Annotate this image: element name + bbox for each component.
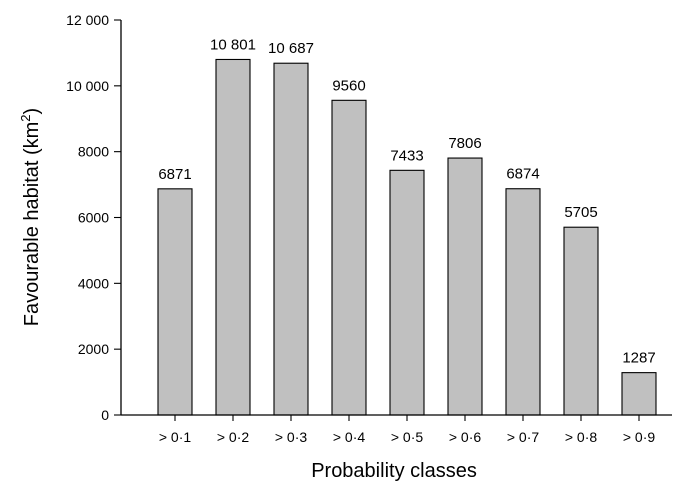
bar-1 xyxy=(157,188,193,416)
y-tick-label-6: 10 000 xyxy=(66,78,109,94)
bar-6 xyxy=(447,157,483,416)
bar-value-label-1: 6871 xyxy=(158,166,191,183)
y-tick-label-4: 6000 xyxy=(78,210,109,226)
bar-value-label-9: 1287 xyxy=(622,350,655,367)
x-tick-label-5: > 0·5 xyxy=(391,429,424,445)
x-tick-label-7: > 0·7 xyxy=(507,429,540,445)
bar-2 xyxy=(215,58,251,416)
bars-group xyxy=(157,58,657,416)
y-tick-label-1: 0 xyxy=(101,407,109,423)
x-tick-label-8: > 0·8 xyxy=(565,429,598,445)
y-tick-label-2: 2000 xyxy=(78,341,109,357)
x-tick-label-2: > 0·2 xyxy=(217,429,250,445)
bar-value-label-3: 10 687 xyxy=(268,40,314,57)
x-tick-label-1: > 0·1 xyxy=(159,429,192,445)
y-axis-title-main: Favourable habitat (km xyxy=(21,122,43,327)
bar-5 xyxy=(389,169,425,416)
x-tick-label-3: > 0·3 xyxy=(275,429,308,445)
x-tick-label-6: > 0·6 xyxy=(449,429,482,445)
bar-value-label-4: 9560 xyxy=(332,77,365,94)
data-labels-group: 6871 10 801 10 687 9560 7433 7806 6874 5705 1287 xyxy=(158,36,655,366)
bar-3 xyxy=(273,62,309,416)
x-axis-ticks: > 0·1 > 0·2 > 0·3 > 0·4 > 0·5 > 0·6 > 0·7 > 0·8… xyxy=(159,415,656,445)
x-axis-title: Probability classes xyxy=(311,460,477,482)
bar-value-label-2: 10 801 xyxy=(210,36,256,53)
bar-value-label-6: 7806 xyxy=(448,135,481,152)
y-axis-ticks: 0 2000 4000 6000 8000 10 000 12 000 xyxy=(66,12,121,423)
y-tick-label-5: 8000 xyxy=(78,144,109,160)
bar-4 xyxy=(331,99,367,416)
bar-value-label-5: 7433 xyxy=(390,147,423,164)
bar-value-label-8: 5705 xyxy=(564,204,597,221)
bar-value-label-7: 6874 xyxy=(506,166,539,183)
y-axis-title: Favourable habitat (km2) xyxy=(18,108,43,326)
y-axis-title-superscript: 2 xyxy=(18,114,33,121)
bar-9 xyxy=(621,372,657,416)
y-axis-title-end: ) xyxy=(21,108,43,115)
bar-8 xyxy=(563,226,599,416)
y-tick-label-3: 4000 xyxy=(78,275,109,291)
x-tick-label-9: > 0·9 xyxy=(623,429,656,445)
bar-7 xyxy=(505,188,541,416)
x-tick-label-4: > 0·4 xyxy=(333,429,366,445)
y-tick-label-7: 12 000 xyxy=(66,12,109,28)
